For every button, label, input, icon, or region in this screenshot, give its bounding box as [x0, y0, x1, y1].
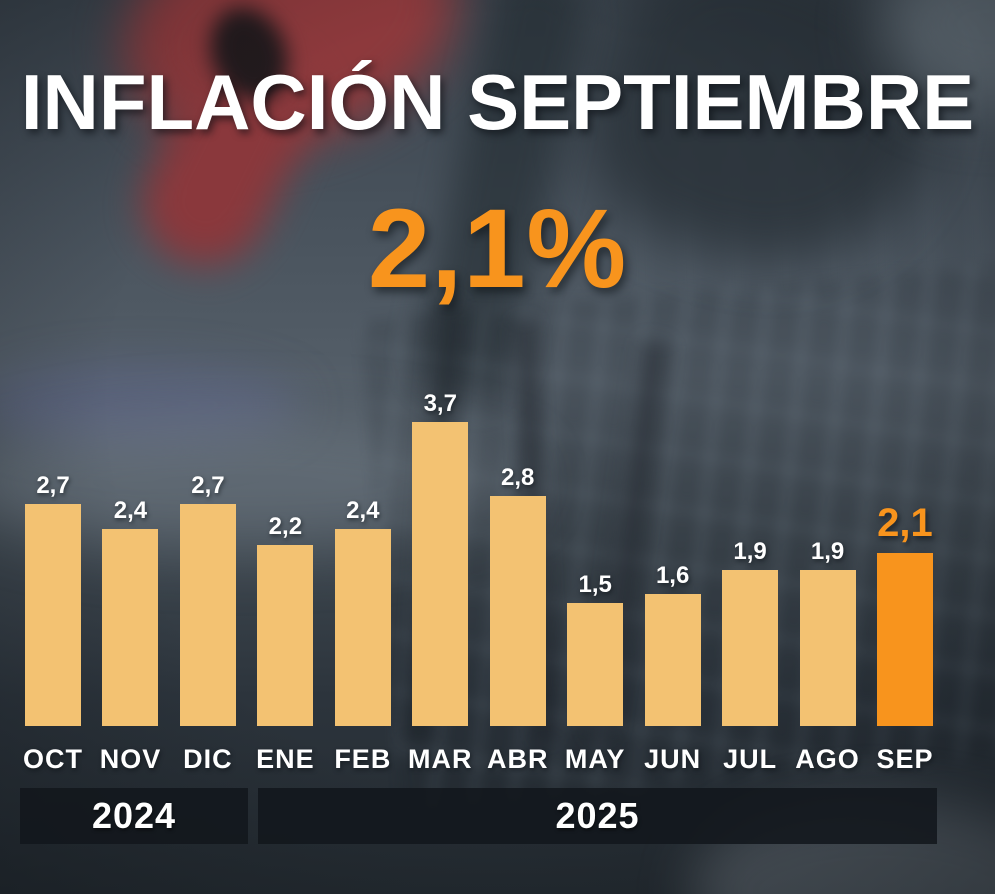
bar-column: 1,6 — [644, 385, 701, 726]
month-label: MAR — [408, 744, 473, 774]
month-label: MAY — [564, 744, 626, 774]
bar-column: 2,4 — [334, 385, 391, 726]
bar — [799, 570, 856, 726]
bar-value-label: 3,7 — [423, 390, 457, 417]
bar — [257, 545, 314, 726]
month-label: SEP — [876, 744, 934, 774]
month-label: ENE — [256, 744, 315, 774]
bar — [567, 603, 624, 726]
month-label: JUN — [644, 744, 702, 774]
year-label: 2025 — [555, 795, 640, 836]
bar-chart: 2,7 2,4 2,7 2,2 2,4 3,7 2,8 1,5 1,6 1,9 1,9 2,1 — [25, 385, 933, 726]
month-label: ABR — [486, 744, 549, 774]
bar-value-label: 2,8 — [501, 464, 535, 491]
bar — [179, 504, 236, 726]
bar — [334, 529, 391, 726]
bar-value-label: 1,5 — [578, 571, 612, 598]
bar-value-label: 2,4 — [113, 497, 148, 524]
month-axis: OCT NOV DIC ENE FEB MAR ABR MAY JUN JUL AGO SEP — [23, 744, 934, 775]
bar-column: 2,2 — [257, 385, 314, 726]
year-label: 2024 — [91, 795, 177, 836]
bar — [102, 529, 159, 726]
bar-value-label: 2,7 — [36, 472, 70, 499]
bar-column: 2,8 — [489, 385, 546, 726]
bar-value-label: 1,9 — [733, 538, 767, 565]
bar — [489, 496, 546, 726]
bar-column: 1,5 — [567, 385, 624, 726]
month-label: FEB — [334, 744, 392, 774]
bar-value-label: 2,1 — [877, 501, 933, 545]
bar-value-label: 2,2 — [268, 513, 303, 540]
bar — [412, 422, 469, 726]
bar-column: 1,9 — [722, 385, 779, 726]
bar-value-label: 1,6 — [655, 562, 690, 589]
month-label: OCT — [23, 744, 83, 774]
bar-highlighted — [876, 553, 933, 726]
bar-value-label: 2,4 — [346, 497, 380, 524]
year-group-2024: 2024 — [20, 788, 248, 844]
bar-column: 3,7 — [412, 385, 469, 726]
bar-value-label: 2,7 — [191, 472, 225, 499]
month-label: DIC — [183, 744, 233, 774]
bar — [644, 594, 701, 726]
bar — [25, 504, 81, 726]
headline-value: 2,1% — [367, 186, 628, 311]
bar-column: 2,4 — [102, 385, 159, 726]
purple-shelf-blur-decor — [0, 365, 300, 445]
bar-value-label: 1,9 — [810, 538, 845, 565]
month-label: JUL — [723, 744, 778, 774]
bar-column: 2,7 — [25, 385, 81, 726]
year-group-2025: 2025 — [258, 788, 937, 844]
page-title: INFLACIÓN SEPTIEMBRE — [20, 58, 975, 146]
bar-column: 2,1 — [876, 385, 933, 726]
bar-column: 2,7 — [179, 385, 236, 726]
bar — [722, 570, 779, 726]
bar-column: 1,9 — [799, 385, 856, 726]
month-label: NOV — [99, 744, 162, 774]
month-label: AGO — [795, 744, 860, 774]
